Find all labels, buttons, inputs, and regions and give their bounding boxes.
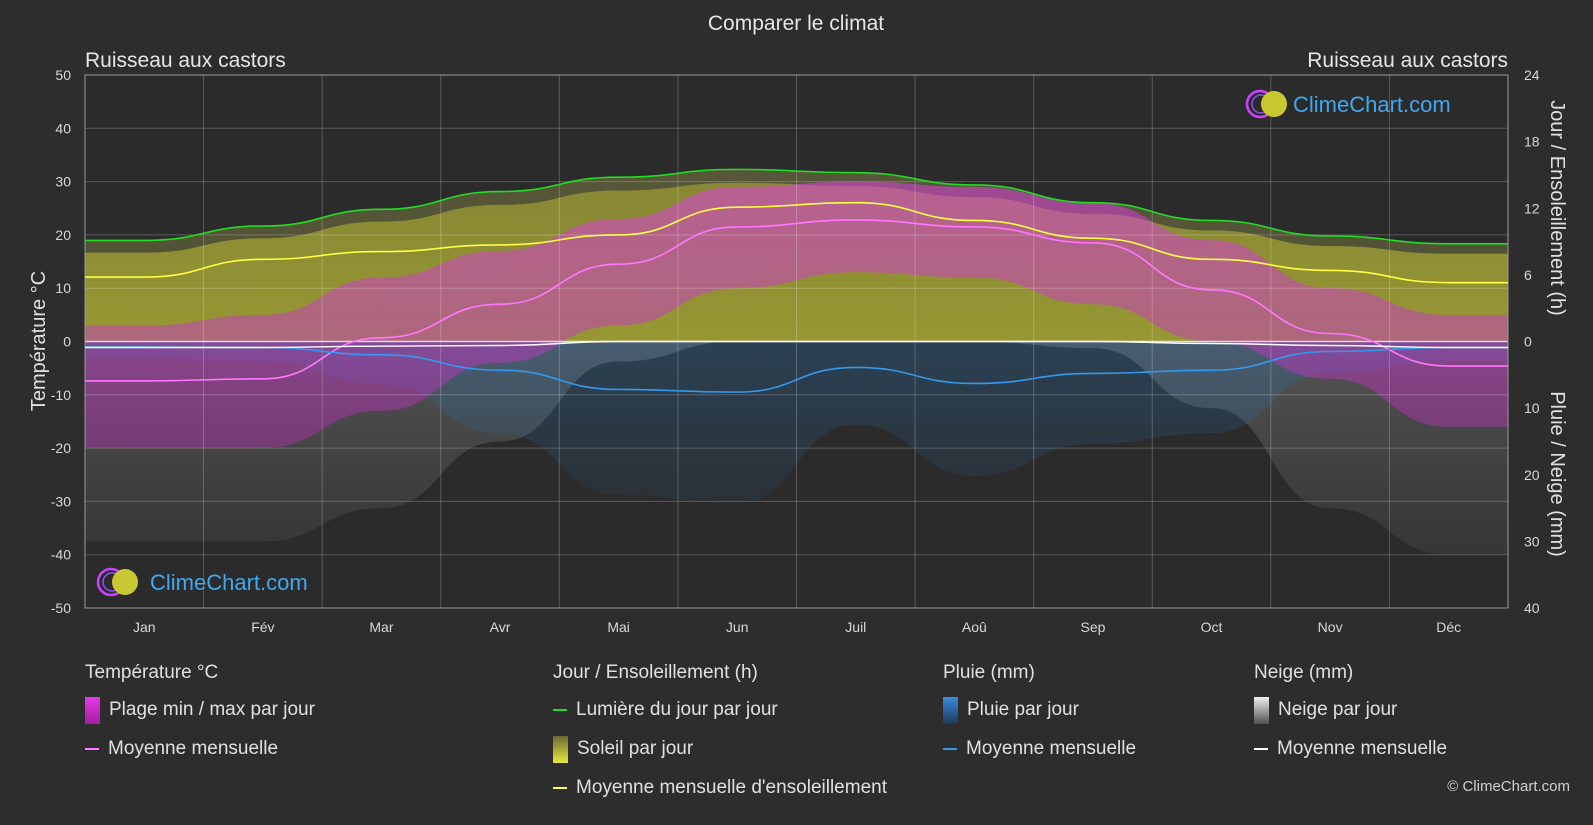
tick-label-left: 0 bbox=[63, 334, 71, 350]
legend-snow: Neige (mm) Neige par jour Moyenne mensue… bbox=[1254, 662, 1447, 776]
tick-label-right-top: 12 bbox=[1524, 200, 1540, 216]
legend-rain: Pluie (mm) Pluie par jour Moyenne mensue… bbox=[943, 662, 1136, 776]
tick-label-right-top: 0 bbox=[1524, 334, 1532, 350]
logo-text-top: ClimeChart.com bbox=[1293, 92, 1451, 117]
legend-temp-range-label: Plage min / max par jour bbox=[109, 699, 315, 720]
legend-snow-daily-label: Neige par jour bbox=[1278, 699, 1398, 720]
month-label: Jan bbox=[133, 619, 156, 635]
tick-label-right-bottom: 20 bbox=[1524, 467, 1540, 483]
legend-daylight: Lumière du jour par jour bbox=[553, 698, 887, 722]
logo-top: ClimeChart.com bbox=[1245, 89, 1451, 119]
month-label: Fév bbox=[251, 619, 274, 635]
temp-mean-swatch bbox=[85, 748, 99, 750]
legend-rain-mean-label: Moyenne mensuelle bbox=[966, 738, 1137, 759]
tick-label-left: 20 bbox=[55, 227, 71, 243]
month-label: Oct bbox=[1201, 619, 1223, 635]
axis-right: 24 18 12 6 0 10 20 30 40 bbox=[1524, 67, 1540, 616]
legend-rain-daily-label: Pluie par jour bbox=[967, 699, 1079, 720]
tick-label-right-bottom: 10 bbox=[1524, 400, 1540, 416]
temperature-mean-line bbox=[85, 219, 1508, 382]
tick-label-left: 10 bbox=[55, 280, 71, 296]
logo-text-bottom: ClimeChart.com bbox=[150, 570, 308, 595]
tick-label-left: -30 bbox=[51, 493, 71, 509]
tick-label-left: -40 bbox=[51, 547, 71, 563]
legend-temperature-heading: Température °C bbox=[85, 662, 219, 683]
snow-mean-line bbox=[85, 340, 1508, 349]
axis-left-temperature: 50 40 30 20 10 0 -10 -20 -30 -40 -50 bbox=[51, 67, 71, 616]
legend-snow-daily: Neige par jour bbox=[1254, 696, 1447, 724]
legend-sunshine-mean: Moyenne mensuelle d'ensoleillement bbox=[553, 776, 887, 800]
tick-label-left: 30 bbox=[55, 174, 71, 190]
tick-label-left: 40 bbox=[55, 120, 71, 136]
sunshine-mean-line bbox=[85, 201, 1508, 284]
legend-sun: Jour / Ensoleillement (h) Lumière du jou… bbox=[553, 662, 887, 815]
month-label: Sep bbox=[1080, 619, 1105, 635]
legend-rain-daily: Pluie par jour bbox=[943, 696, 1136, 724]
tick-label-left: -50 bbox=[51, 600, 71, 616]
month-label: Mar bbox=[369, 619, 393, 635]
tick-label-left: -20 bbox=[51, 440, 71, 456]
axis-right-top-label: Jour / Ensoleillement (h) bbox=[1546, 100, 1568, 316]
month-label: Déc bbox=[1436, 619, 1461, 635]
sunshine-swatch bbox=[553, 735, 568, 763]
month-label: Nov bbox=[1318, 619, 1343, 635]
month-label: Jun bbox=[726, 619, 749, 635]
legend-temp-mean: Moyenne mensuelle bbox=[85, 737, 315, 761]
legend-snow-mean-label: Moyenne mensuelle bbox=[1277, 738, 1448, 759]
rain-swatch bbox=[943, 696, 958, 724]
legend-daylight-label: Lumière du jour par jour bbox=[576, 699, 778, 720]
tick-label-right-top: 24 bbox=[1524, 67, 1540, 83]
legend-snow-mean: Moyenne mensuelle bbox=[1254, 737, 1447, 761]
location-right: Ruisseau aux castors bbox=[1307, 49, 1508, 72]
legend-rain-heading: Pluie (mm) bbox=[943, 662, 1035, 683]
tick-label-right-bottom: 40 bbox=[1524, 600, 1540, 616]
location-left: Ruisseau aux castors bbox=[85, 49, 286, 72]
legend-temp-range: Plage min / max par jour bbox=[85, 696, 315, 724]
month-label: Avr bbox=[490, 619, 511, 635]
month-label: Aoû bbox=[962, 619, 987, 635]
logo-bottom: ClimeChart.com bbox=[96, 567, 308, 597]
legend-sunshine-mean-label: Moyenne mensuelle d'ensoleillement bbox=[576, 777, 887, 798]
month-label: Mai bbox=[607, 619, 630, 635]
legend-sunshine: Soleil par jour bbox=[553, 735, 887, 763]
copyright: © ClimeChart.com bbox=[1447, 778, 1570, 795]
legend-sun-heading: Jour / Ensoleillement (h) bbox=[553, 662, 758, 683]
logo-sun-icon bbox=[1261, 91, 1287, 117]
axis-right-bottom-label: Pluie / Neige (mm) bbox=[1546, 391, 1568, 557]
snow-swatch bbox=[1254, 696, 1269, 724]
tick-label-right-bottom: 30 bbox=[1524, 533, 1540, 549]
month-label: Juil bbox=[845, 619, 866, 635]
legend-rain-mean: Moyenne mensuelle bbox=[943, 737, 1136, 761]
legend-sunshine-label: Soleil par jour bbox=[577, 738, 694, 759]
logo-sun-icon bbox=[112, 569, 138, 595]
climate-chart: Comparer le climat Ruisseau aux castors … bbox=[28, 12, 1568, 635]
tick-label-left: 50 bbox=[55, 67, 71, 83]
mean-lines bbox=[85, 168, 1508, 393]
snow-mean-swatch bbox=[1254, 748, 1268, 750]
chart-title: Comparer le climat bbox=[708, 12, 884, 35]
tick-label-right-top: 18 bbox=[1524, 134, 1540, 150]
legend-temperature: Température °C Plage min / max par jour … bbox=[85, 662, 315, 776]
daylight-line bbox=[85, 168, 1508, 245]
sunshine-mean-swatch bbox=[553, 787, 567, 789]
daylight-swatch bbox=[553, 709, 567, 711]
axis-x-months: Jan Fév Mar Avr Mai Jun Juil Aoû Sep Oct Nov Déc bbox=[133, 619, 1461, 635]
rain-mean-swatch bbox=[943, 748, 957, 750]
tick-label-right-top: 6 bbox=[1524, 267, 1532, 283]
rain-mean-line bbox=[85, 346, 1508, 393]
temp-range-swatch bbox=[85, 696, 100, 724]
plot-frame bbox=[84, 74, 1509, 609]
axis-left-label: Température °C bbox=[28, 271, 50, 411]
legend-snow-heading: Neige (mm) bbox=[1254, 662, 1354, 683]
legend-temp-mean-label: Moyenne mensuelle bbox=[108, 738, 279, 759]
tick-label-left: -10 bbox=[51, 387, 71, 403]
